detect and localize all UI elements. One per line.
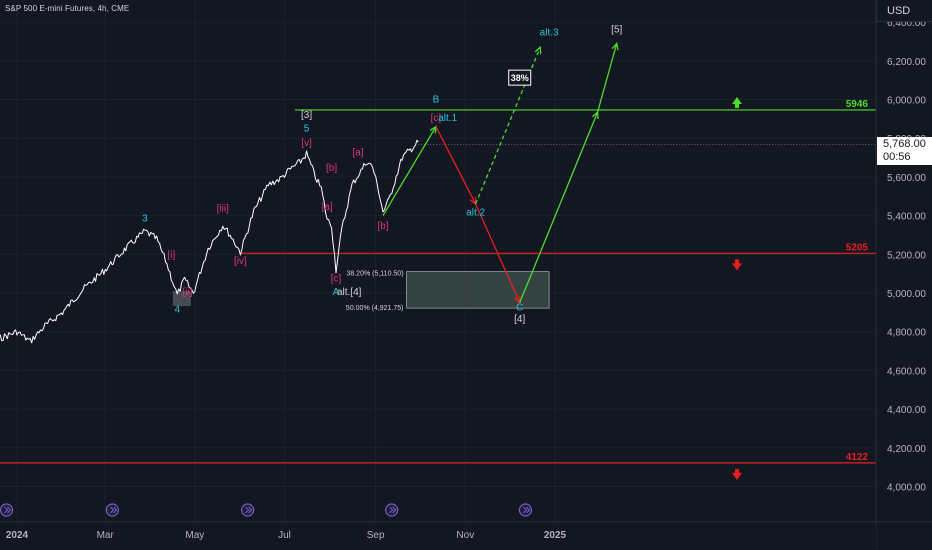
event-chevron-icon	[523, 506, 531, 514]
wave-label: [iii]	[217, 204, 229, 215]
level-label: 4122	[846, 452, 869, 463]
wave-label: [3]	[301, 110, 312, 121]
annotation-box	[508, 69, 532, 86]
wave-label: [c]	[431, 113, 442, 124]
projection-segment	[519, 111, 599, 303]
x-tick-label: Sep	[367, 530, 385, 541]
chart-title: S&P 500 E-mini Futures, 4h, CME	[5, 4, 130, 13]
level-label: 5946	[846, 99, 869, 110]
y-tick-label: 5,400.00	[887, 212, 926, 223]
wave-label: [v]	[301, 138, 312, 149]
candle-countdown: 00:56	[883, 151, 911, 163]
y-tick-label: 6,200.00	[887, 57, 926, 68]
projection-arrowhead	[611, 41, 619, 51]
arrow-up-icon	[732, 96, 742, 108]
y-axis-panel	[876, 0, 932, 550]
event-icon	[241, 503, 255, 517]
annotation-label: 38%	[511, 73, 529, 83]
y-tick-label: 5,200.00	[887, 250, 926, 261]
y-tick-label: 5,000.00	[887, 289, 926, 300]
x-axis-panel	[0, 522, 876, 550]
x-tick-label: Nov	[456, 530, 474, 541]
wave-label: [b]	[326, 163, 337, 174]
y-tick-label: 5,600.00	[887, 173, 926, 184]
grid-lines	[0, 0, 876, 522]
wave-label: alt.2	[466, 208, 485, 219]
current-price-label: 5,768.00 00:56	[877, 137, 932, 165]
y-tick-label: 6,000.00	[887, 96, 926, 107]
event-icon	[518, 503, 533, 517]
event-chevron-icon	[4, 506, 12, 514]
wave-label: [b]	[377, 221, 388, 232]
wave-label: [a]	[352, 148, 363, 159]
wave-label: [i]	[167, 250, 175, 261]
wave-label: [ii]	[183, 287, 193, 298]
y-tick-label: 4,400.00	[887, 405, 926, 416]
wave-label: A	[333, 287, 340, 298]
currency-selector[interactable]: USD	[876, 0, 932, 22]
price-line	[0, 139, 419, 344]
wave-label: 5	[304, 123, 310, 134]
wave4-box	[172, 291, 191, 307]
wave-label: alt.1	[438, 113, 457, 124]
event-chevron-icon	[245, 506, 253, 514]
event-chevron-icon	[110, 506, 118, 514]
y-tick-label: 4,800.00	[887, 328, 926, 339]
x-tick-label: 2025	[544, 530, 567, 541]
arrow-down-icon	[732, 468, 742, 480]
current-price: 5,768.00	[883, 138, 926, 150]
fib-zone	[406, 271, 550, 309]
wave-label: alt.[4]	[337, 287, 362, 298]
x-tick-label: Mar	[97, 530, 115, 541]
level-label: 5205	[846, 242, 869, 253]
wave-label: B	[433, 94, 440, 105]
wave-label: [5]	[611, 25, 622, 36]
arrow-down-icon	[732, 259, 742, 271]
wave-label: 3	[142, 213, 148, 224]
projection-segment	[435, 126, 477, 205]
y-tick-label: 4,200.00	[887, 444, 926, 455]
projection-arrowhead	[534, 45, 542, 55]
fib-label-lower: 50.00% (4,921.75)	[346, 305, 404, 312]
x-tick-label: 2024	[6, 530, 29, 541]
wave-label: [a]	[322, 202, 333, 213]
wave-label: C	[516, 302, 523, 313]
projection-segment	[382, 126, 437, 216]
event-icon	[105, 503, 119, 517]
y-tick-label: 6,400.00	[887, 18, 926, 29]
fib-label-upper: 38.20% (5,110.50)	[346, 271, 403, 278]
wave-label: [4]	[514, 314, 525, 325]
event-icon	[0, 503, 14, 517]
chart-marks: 38.20% (5,110.50) 50.00% (4,921.75) 5946 52…	[0, 25, 876, 517]
event-chevron-icon	[389, 506, 397, 514]
wave-label: [c]	[331, 273, 342, 284]
event-icon	[385, 503, 399, 517]
y-tick-label: 4,600.00	[887, 366, 926, 377]
projection-segment	[475, 203, 521, 303]
projection-segment	[597, 43, 618, 113]
x-tick-label: May	[185, 530, 204, 541]
wave-label: [iv]	[234, 256, 247, 267]
wave-label: 4	[174, 304, 180, 315]
wave-label: alt.3	[540, 28, 559, 39]
y-tick-label: 4,000.00	[887, 483, 926, 494]
x-tick-label: Jul	[278, 530, 291, 541]
